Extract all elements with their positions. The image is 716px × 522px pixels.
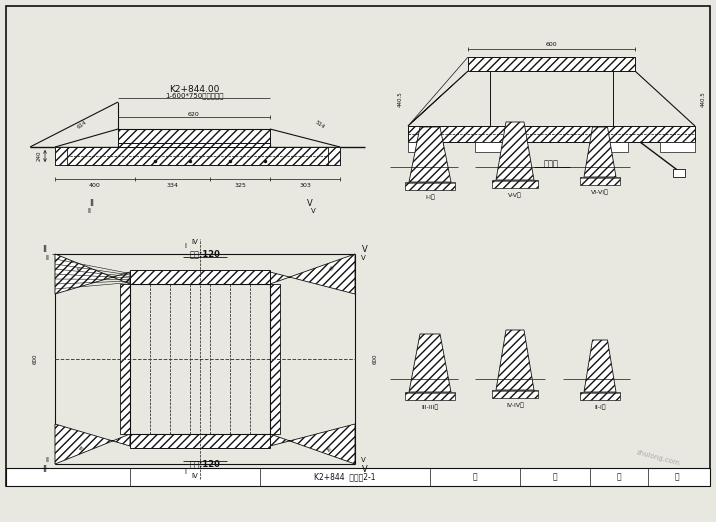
Polygon shape: [55, 424, 130, 464]
Text: 核: 核: [553, 472, 557, 481]
Text: 间距:120: 间距:120: [190, 459, 221, 469]
Text: 400: 400: [89, 183, 101, 188]
Polygon shape: [270, 254, 355, 294]
Text: VI-VI断: VI-VI断: [591, 189, 609, 195]
Text: IV-IV断: IV-IV断: [506, 402, 524, 408]
Bar: [673, 169, 685, 177]
Bar: [408, 142, 443, 152]
Text: I: I: [184, 243, 186, 249]
Polygon shape: [496, 122, 534, 180]
Bar: [405, 182, 455, 190]
Text: V: V: [361, 255, 365, 261]
Text: III: III: [326, 446, 334, 453]
Bar: [118, 133, 270, 147]
Bar: [468, 57, 635, 71]
Bar: [580, 177, 620, 185]
Text: II: II: [87, 208, 91, 214]
Text: zhulong.com: zhulong.com: [636, 449, 680, 467]
Text: V: V: [361, 457, 365, 463]
Bar: [120, 284, 130, 434]
Bar: [405, 392, 455, 400]
Polygon shape: [584, 340, 616, 392]
Text: II: II: [45, 457, 49, 463]
Bar: [130, 434, 270, 448]
Text: 514: 514: [314, 120, 326, 130]
Bar: [6, 468, 710, 486]
Text: 600: 600: [546, 42, 557, 48]
Text: V-V断: V-V断: [508, 192, 522, 198]
Text: V: V: [362, 244, 368, 254]
Text: III: III: [77, 266, 84, 272]
Text: V: V: [307, 199, 313, 208]
Text: 纵断面: 纵断面: [544, 160, 559, 169]
Text: 303: 303: [299, 183, 311, 188]
Bar: [328, 147, 340, 165]
Text: 600: 600: [32, 354, 37, 364]
Text: I: I: [184, 469, 186, 475]
Bar: [118, 129, 270, 143]
Text: 期: 期: [674, 472, 679, 481]
Text: 240: 240: [37, 151, 42, 161]
Polygon shape: [55, 254, 130, 294]
Bar: [408, 126, 695, 142]
Polygon shape: [409, 127, 451, 182]
Bar: [492, 390, 538, 398]
Polygon shape: [496, 330, 534, 390]
Text: 440.5: 440.5: [397, 92, 402, 108]
Text: IV: IV: [192, 239, 198, 245]
Text: 614: 614: [77, 120, 88, 130]
Text: 600: 600: [372, 354, 377, 364]
Text: II-I断: II-I断: [594, 404, 606, 410]
Text: II: II: [90, 199, 95, 208]
Bar: [492, 180, 538, 188]
Text: 间距:120: 间距:120: [190, 250, 221, 258]
Text: III-III断: III-III断: [422, 404, 439, 410]
Polygon shape: [270, 424, 355, 464]
Text: K2+844.00: K2+844.00: [169, 85, 219, 93]
Bar: [270, 284, 280, 434]
Text: III: III: [326, 266, 334, 272]
Text: 440.5: 440.5: [700, 92, 705, 108]
Text: IV: IV: [192, 473, 198, 479]
Bar: [580, 392, 620, 400]
Bar: [475, 142, 505, 152]
Bar: [598, 142, 628, 152]
Bar: [660, 142, 695, 152]
Text: 334: 334: [167, 183, 178, 188]
Text: III: III: [77, 446, 84, 453]
Text: II: II: [42, 244, 47, 254]
Text: 核: 核: [616, 472, 621, 481]
Text: I-I断: I-I断: [425, 194, 435, 199]
Text: K2+844  施工图2-1: K2+844 施工图2-1: [314, 472, 376, 481]
Text: V: V: [311, 208, 315, 214]
Text: 1-600*750涵洞施工图: 1-600*750涵洞施工图: [165, 93, 223, 99]
Text: 325: 325: [234, 183, 246, 188]
Text: 620: 620: [188, 112, 200, 116]
Text: V: V: [362, 465, 368, 473]
Text: 图: 图: [473, 472, 478, 481]
Polygon shape: [409, 334, 451, 392]
Text: II: II: [45, 255, 49, 261]
Polygon shape: [584, 127, 616, 177]
Text: II: II: [42, 465, 47, 473]
Bar: [55, 147, 340, 165]
Bar: [55, 147, 67, 165]
Bar: [130, 270, 270, 284]
